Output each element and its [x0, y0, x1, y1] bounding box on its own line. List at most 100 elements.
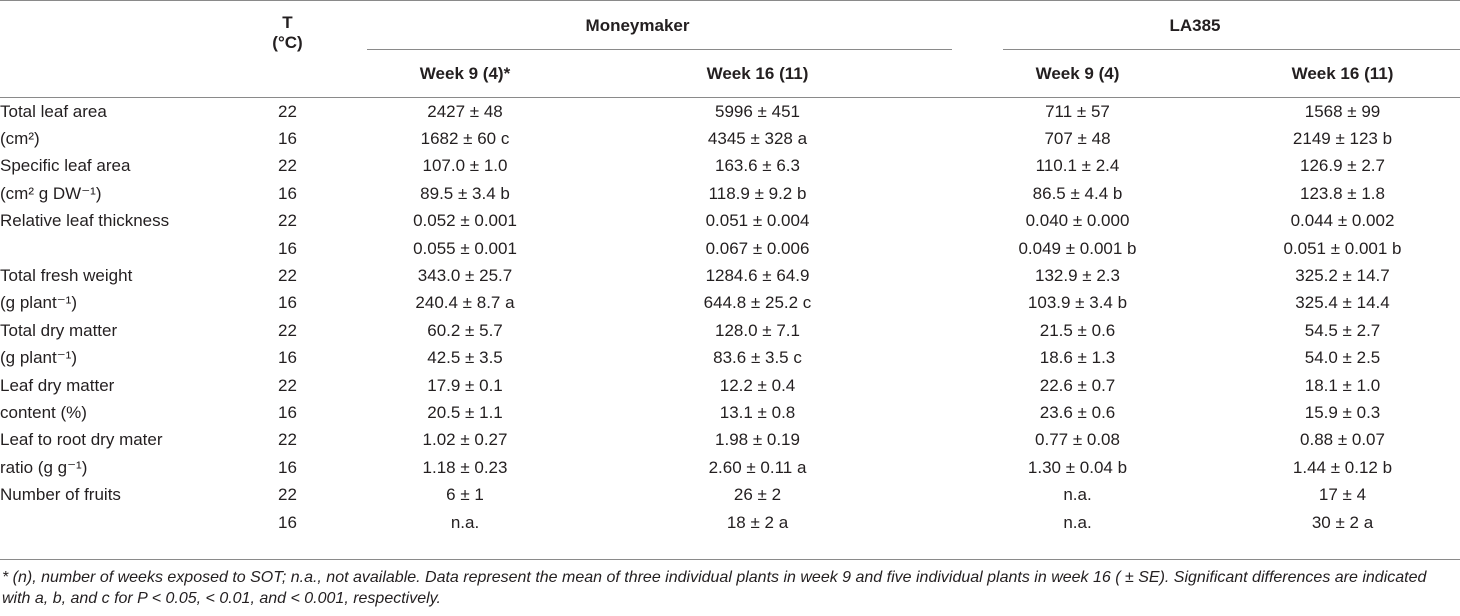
- row-label: [0, 235, 230, 262]
- temperature-cell: 22: [278, 485, 297, 505]
- row-label: Specific leaf area: [0, 156, 131, 176]
- la385-week9-cell: 0.049 ± 0.001 b: [1018, 238, 1137, 258]
- table-row: Total fresh weight 22 343.0 ± 25.7 1284.6 ±…: [0, 262, 1460, 289]
- row-label: Total leaf area: [0, 101, 107, 121]
- la385-week16-cell: 1568 ± 99: [1304, 101, 1381, 121]
- row-label: Relative leaf thickness: [0, 211, 170, 231]
- moneymaker-week16-cell: 1.98 ± 0.19: [715, 430, 800, 450]
- la385-week9-cell: 103.9 ± 3.4 b: [1027, 293, 1128, 313]
- moneymaker-week9-cell: 240.4 ± 8.7 a: [415, 293, 515, 313]
- moneymaker-week9-cell: 89.5 ± 3.4 b: [420, 183, 510, 203]
- moneymaker-week16-cell: 12.2 ± 0.4: [719, 375, 796, 395]
- moneymaker-week16-cell: 163.6 ± 6.3: [715, 156, 800, 176]
- moneymaker-week9-cell: 17.9 ± 0.1: [427, 375, 503, 395]
- la385-week9-cell: 1.30 ± 0.04 b: [1027, 457, 1128, 477]
- data-table: T (°C) Moneymaker LA385 Week 9 (4)* Week…: [0, 0, 1460, 532]
- table-row: Specific leaf area 22 107.0 ± 1.0 163.6 ± 6…: [0, 153, 1460, 180]
- table-row: (cm² g DW⁻¹) 16 89.5 ± 3.4 b 118.9 ± 9.2 b 8…: [0, 180, 1460, 207]
- col-header-la-week16: Week 16 (11): [1225, 51, 1460, 98]
- la385-week9-cell: 110.1 ± 2.4: [1035, 156, 1120, 176]
- row-label: (cm²): [0, 129, 40, 149]
- temperature-cell: 22: [278, 430, 297, 450]
- moneymaker-week16-cell: 118.9 ± 9.2 b: [708, 183, 807, 203]
- la385-week16-cell: 325.4 ± 14.4: [1295, 293, 1390, 313]
- la385-week16-cell: 30 ± 2 a: [1311, 512, 1374, 532]
- row-label: Total dry matter: [0, 320, 118, 340]
- la385-week9-cell: 23.6 ± 0.6: [1039, 402, 1116, 422]
- moneymaker-week9-cell: 0.052 ± 0.001: [413, 211, 517, 231]
- moneymaker-week16-cell: 1284.6 ± 64.9: [705, 266, 810, 286]
- group-header-la385: LA385: [1169, 16, 1221, 35]
- la385-week16-cell: 15.9 ± 0.3: [1304, 402, 1381, 422]
- la385-group-rule: [1003, 49, 1460, 50]
- corner-cell-2: [0, 51, 230, 98]
- temperature-header-line1: T: [282, 13, 293, 32]
- la385-week16-cell: 0.044 ± 0.002: [1290, 211, 1395, 231]
- table-bottom-rule: [0, 559, 1460, 560]
- la385-week16-cell: 0.051 ± 0.001 b: [1283, 238, 1402, 258]
- corner-cell: [0, 1, 230, 52]
- col-header-la-week9: Week 9 (4): [930, 51, 1225, 98]
- table-row: Leaf to root dry mater 22 1.02 ± 0.27 1.98 …: [0, 427, 1460, 454]
- temperature-cell: 16: [278, 183, 297, 203]
- moneymaker-week9-cell: 2427 ± 48: [427, 101, 503, 121]
- row-label: ratio (g g⁻¹): [0, 457, 88, 477]
- col-header-mm-week9: Week 9 (4)*: [345, 51, 585, 98]
- la385-week16-cell: 123.8 ± 1.8: [1300, 183, 1385, 203]
- table-row: (g plant⁻¹) 16 42.5 ± 3.5 83.6 ± 3.5 c 18.6 …: [0, 345, 1460, 372]
- la385-week16-cell: 54.5 ± 2.7: [1304, 320, 1381, 340]
- table-row: 16 0.055 ± 0.001 0.067 ± 0.006 0.049 ± 0.00…: [0, 235, 1460, 262]
- moneymaker-group-rule: [367, 49, 952, 50]
- group-header-moneymaker: Moneymaker: [585, 16, 690, 35]
- moneymaker-week9-cell: 6 ± 1: [446, 485, 484, 505]
- la385-week16-cell: 126.9 ± 2.7: [1300, 156, 1385, 176]
- temperature-cell: 16: [278, 293, 297, 313]
- temperature-cell: 16: [278, 402, 297, 422]
- moneymaker-week16-cell: 644.8 ± 25.2 c: [703, 293, 812, 313]
- la385-week9-cell: 0.040 ± 0.000: [1025, 211, 1130, 231]
- temperature-cell: 22: [278, 266, 297, 286]
- moneymaker-week16-cell: 5996 ± 451: [715, 101, 800, 121]
- moneymaker-week9-cell: 343.0 ± 25.7: [417, 266, 513, 286]
- temperature-cell: 22: [278, 156, 297, 176]
- row-label: Leaf dry matter: [0, 375, 115, 395]
- moneymaker-week16-cell: 2.60 ± 0.11 a: [708, 457, 807, 477]
- row-label: Leaf to root dry mater: [0, 430, 163, 450]
- moneymaker-week9-cell: 20.5 ± 1.1: [427, 402, 503, 422]
- row-label: (g plant⁻¹): [0, 348, 77, 368]
- table-row: (g plant⁻¹) 16 240.4 ± 8.7 a 644.8 ± 25.2 c…: [0, 290, 1460, 317]
- table-row: Number of fruits 22 6 ± 1 26 ± 2 n.a. 17 ± 4: [0, 481, 1460, 508]
- la385-week16-cell: 17 ± 4: [1318, 485, 1367, 505]
- table-row: Leaf dry matter 22 17.9 ± 0.1 12.2 ± 0.4 22.…: [0, 372, 1460, 399]
- col-header-mm-week16: Week 16 (11): [585, 51, 930, 98]
- moneymaker-week9-cell: n.a.: [450, 512, 480, 532]
- temperature-header-line2: (°C): [272, 33, 303, 52]
- moneymaker-week9-cell: 42.5 ± 3.5: [427, 348, 503, 368]
- table-row: Total dry matter 22 60.2 ± 5.7 128.0 ± 7.1 2…: [0, 317, 1460, 344]
- table-row: ratio (g g⁻¹) 16 1.18 ± 0.23 2.60 ± 0.11 a 1…: [0, 454, 1460, 481]
- temperature-cell: 16: [278, 512, 297, 532]
- la385-week16-cell: 1.44 ± 0.12 b: [1292, 457, 1393, 477]
- la385-week9-cell: 86.5 ± 4.4 b: [1032, 183, 1123, 203]
- temperature-cell: 22: [278, 375, 297, 395]
- moneymaker-week16-cell: 13.1 ± 0.8: [719, 402, 796, 422]
- la385-week9-cell: 711 ± 57: [1045, 101, 1110, 121]
- la385-week16-cell: 325.2 ± 14.7: [1295, 266, 1390, 286]
- row-label: (cm² g DW⁻¹): [0, 183, 102, 203]
- moneymaker-week9-cell: 1.18 ± 0.23: [422, 457, 508, 477]
- row-label: Total fresh weight: [0, 266, 133, 286]
- table-row: content (%) 16 20.5 ± 1.1 13.1 ± 0.8 23.6 ± …: [0, 399, 1460, 426]
- moneymaker-week16-cell: 18 ± 2 a: [726, 512, 789, 532]
- temperature-cell: 22: [278, 320, 297, 340]
- la385-week9-cell: n.a.: [1063, 485, 1092, 505]
- table-row: (cm²) 16 1682 ± 60 c 4345 ± 328 a 707 ± 48 21…: [0, 125, 1460, 152]
- row-label: (g plant⁻¹): [0, 293, 77, 313]
- temperature-cell: 16: [278, 129, 297, 149]
- la385-week9-cell: 22.6 ± 0.7: [1039, 375, 1116, 395]
- moneymaker-week9-cell: 107.0 ± 1.0: [422, 156, 508, 176]
- la385-week9-cell: 132.9 ± 2.3: [1035, 266, 1120, 286]
- la385-week9-cell: 0.77 ± 0.08: [1035, 430, 1120, 450]
- moneymaker-week16-cell: 0.051 ± 0.004: [705, 211, 810, 231]
- la385-week16-cell: 0.88 ± 0.07: [1300, 430, 1385, 450]
- row-label: Number of fruits: [0, 485, 121, 505]
